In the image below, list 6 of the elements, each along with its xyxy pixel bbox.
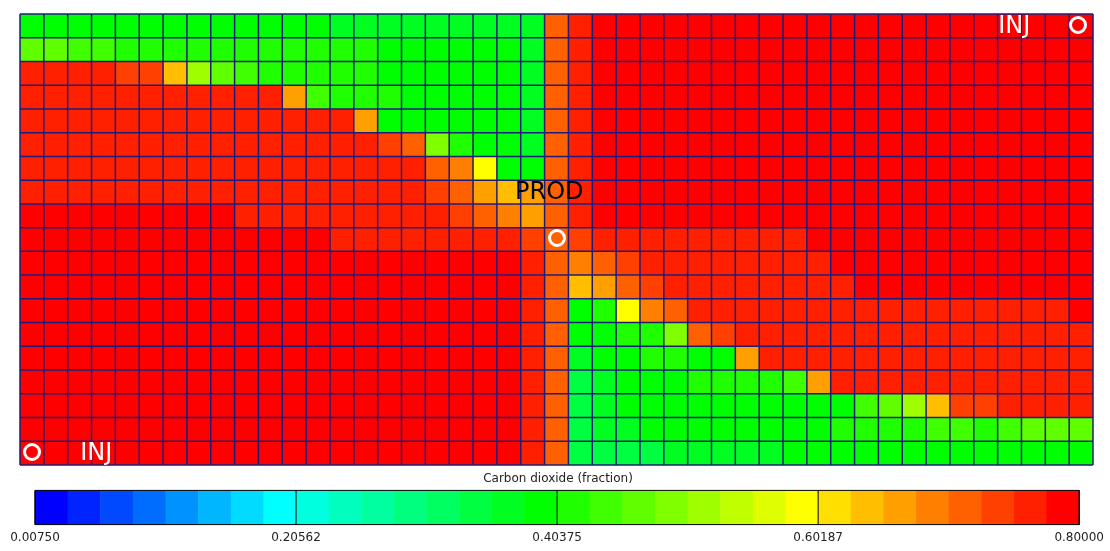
color-bar-label: 0.00750 bbox=[10, 529, 60, 544]
color-bar-label: 0.40375 bbox=[532, 529, 582, 544]
color-bar-label: 0.20562 bbox=[271, 529, 321, 544]
color-bar-label: 0.80000 bbox=[1054, 529, 1104, 544]
color-bar-title: Carbon dioxide (fraction) bbox=[483, 471, 633, 486]
color-bar-label: 0.60187 bbox=[793, 529, 843, 544]
